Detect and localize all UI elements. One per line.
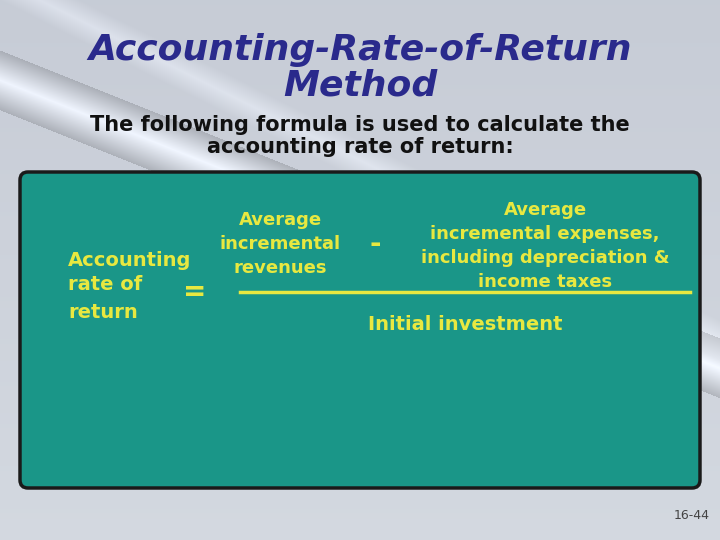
Text: Average: Average — [238, 211, 322, 229]
Text: Method: Method — [283, 68, 437, 102]
Text: incremental expenses,: incremental expenses, — [431, 225, 660, 243]
Text: 16-44: 16-44 — [674, 509, 710, 522]
Text: Initial investment: Initial investment — [368, 315, 562, 334]
Text: Average: Average — [503, 201, 587, 219]
Text: income taxes: income taxes — [478, 273, 612, 291]
Text: accounting rate of return:: accounting rate of return: — [207, 137, 513, 157]
Text: =: = — [184, 278, 207, 306]
Text: The following formula is used to calculate the: The following formula is used to calcula… — [90, 115, 630, 135]
FancyBboxPatch shape — [20, 172, 700, 488]
Text: Accounting: Accounting — [68, 251, 192, 269]
Text: Accounting-Rate-of-Return: Accounting-Rate-of-Return — [89, 33, 631, 67]
Text: rate of: rate of — [68, 275, 143, 294]
Text: -: - — [369, 230, 381, 258]
Text: including depreciation &: including depreciation & — [420, 249, 670, 267]
Text: incremental: incremental — [220, 235, 341, 253]
Text: return: return — [68, 302, 138, 321]
Text: revenues: revenues — [233, 259, 327, 277]
